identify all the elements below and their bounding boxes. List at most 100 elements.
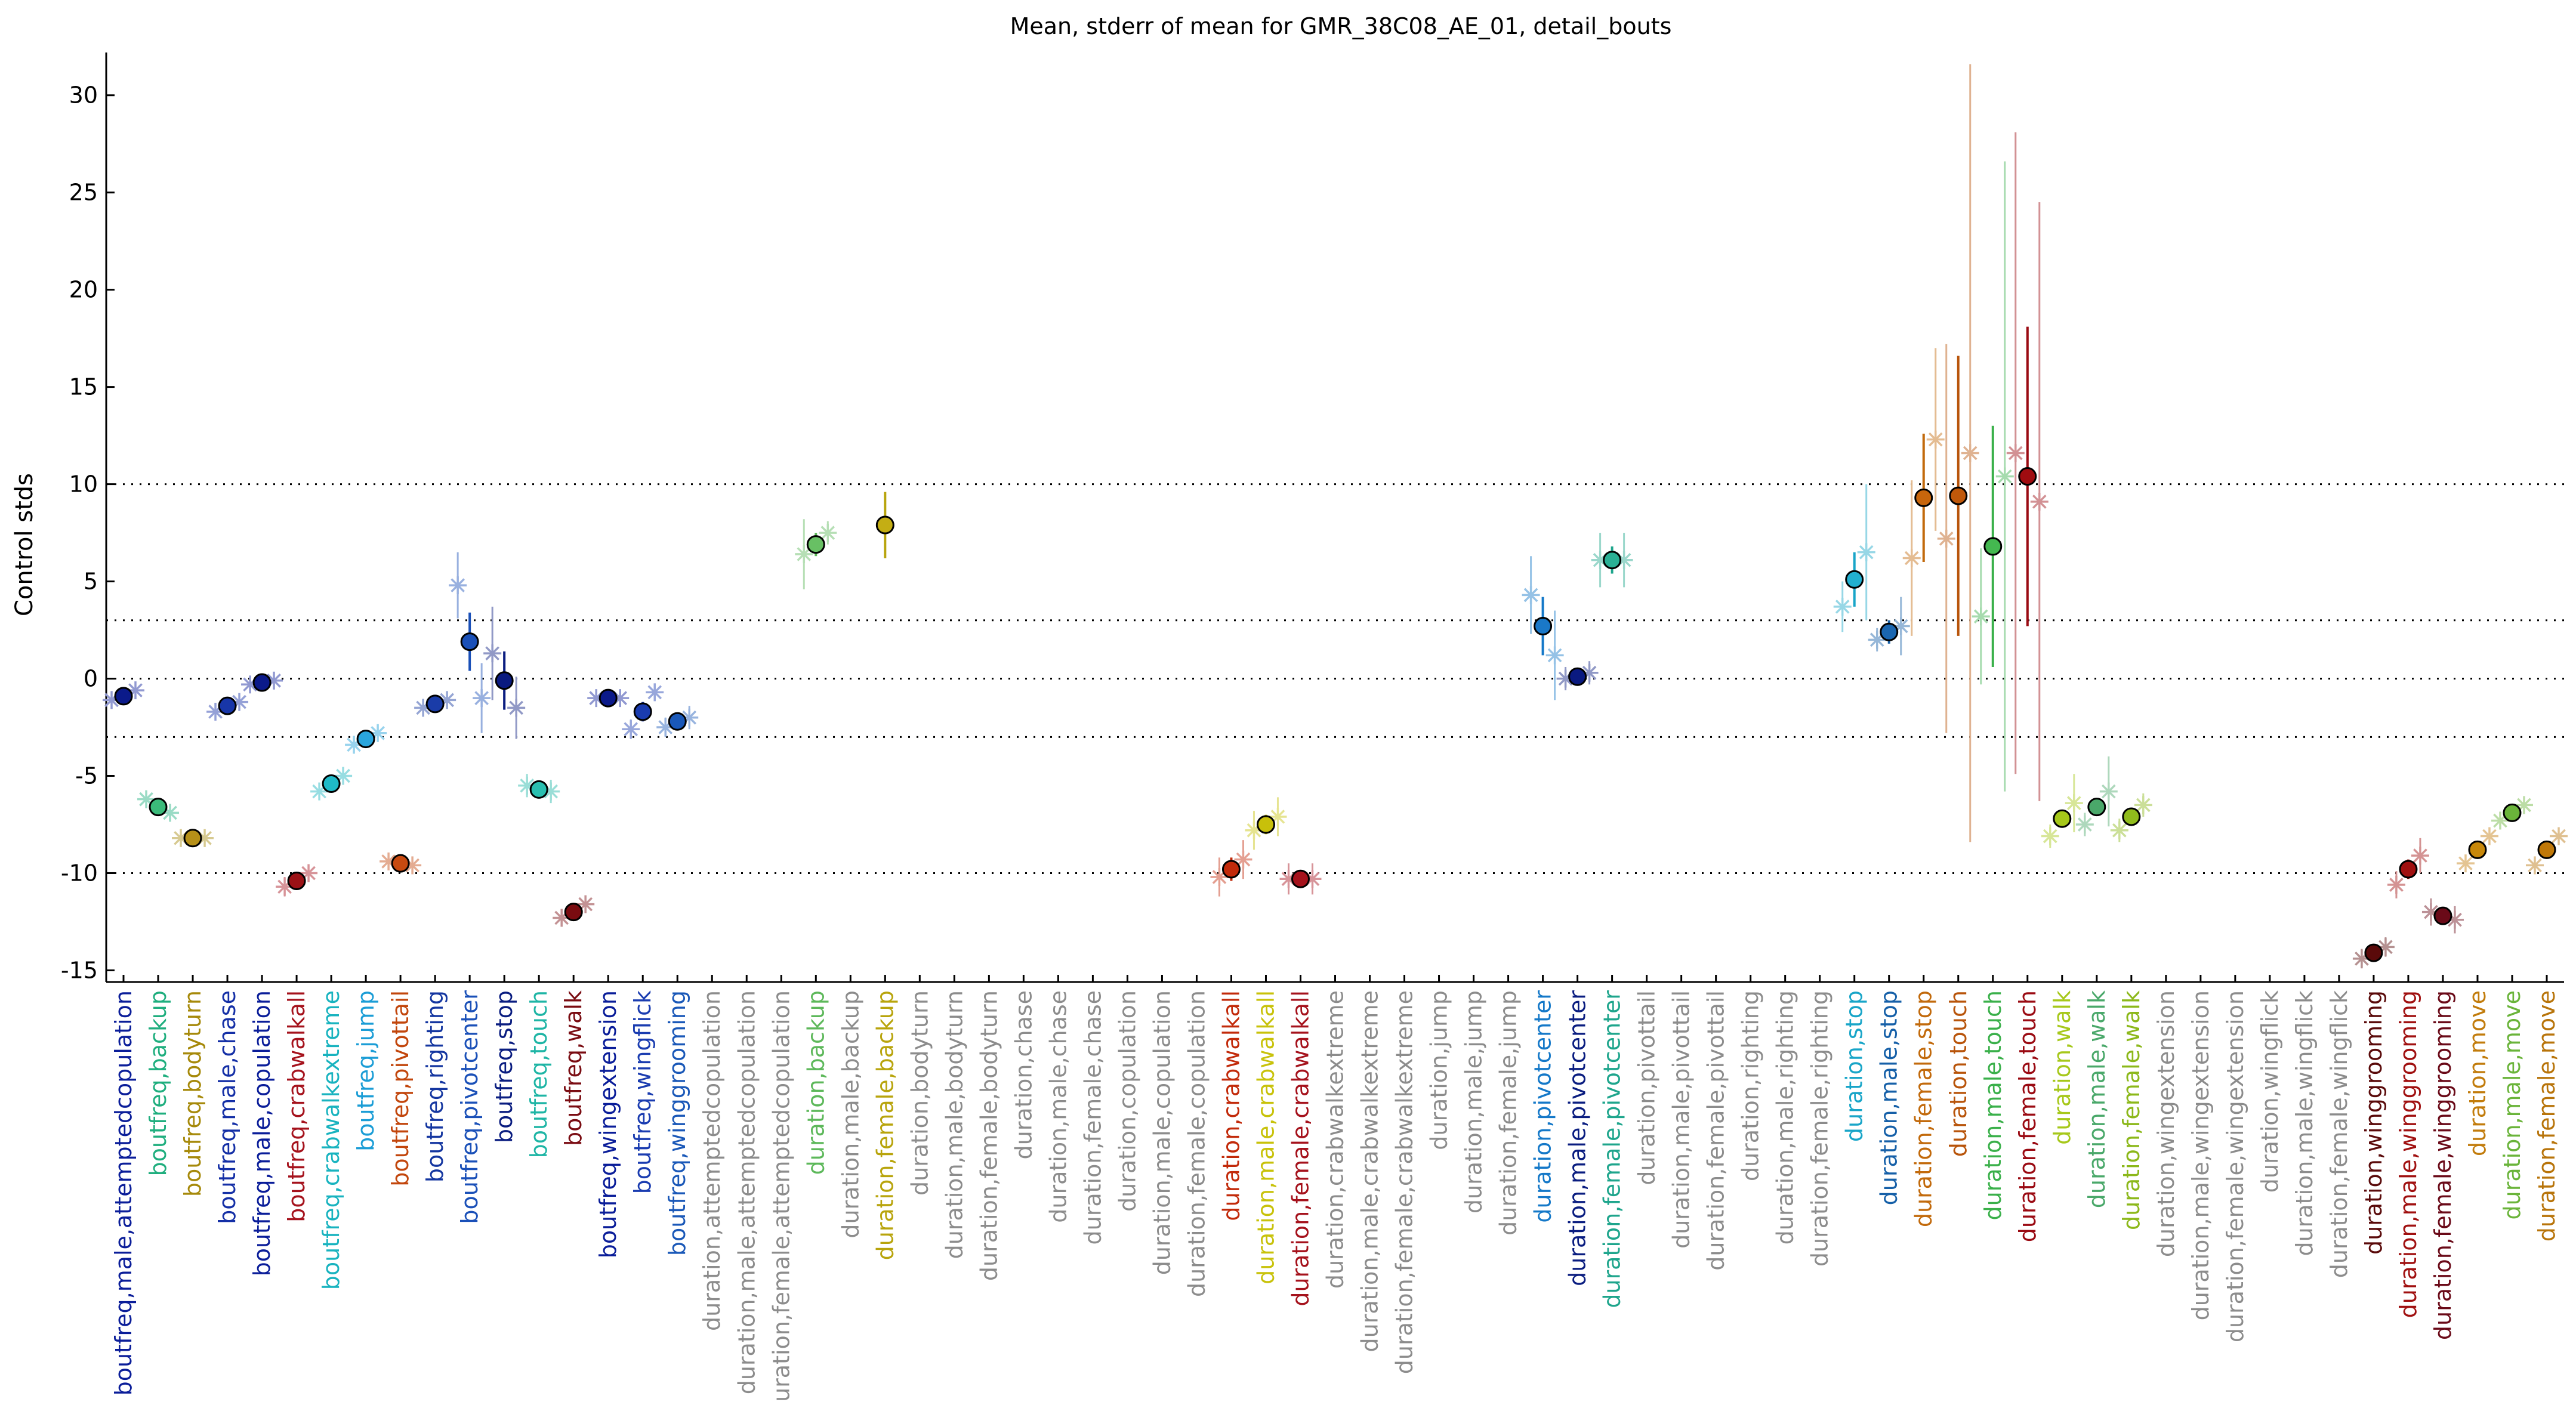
error-bars xyxy=(110,64,2560,969)
mean-marker xyxy=(1914,488,1933,507)
axes xyxy=(105,53,2564,983)
mean-marker xyxy=(1949,486,1968,505)
sub-marker-stroke xyxy=(2112,823,2127,838)
x-tick-label: duration,male,righting xyxy=(1772,990,1798,1244)
x-tick-label: duration,male,jump xyxy=(1461,990,1487,1213)
y-axis-label: Control stds xyxy=(11,473,38,616)
mean-marker xyxy=(495,671,514,690)
x-tick-label: boutfreq,male,copulation xyxy=(249,990,275,1276)
sub-marker xyxy=(2041,827,2059,845)
sub-marker-stroke xyxy=(1939,532,1954,546)
sub-marker-stroke xyxy=(2101,784,2116,799)
x-tick-label: boutfreq,wingflick xyxy=(630,990,656,1194)
sub-marker xyxy=(2006,444,2025,462)
x-tick-label: duration,female,winggrooming xyxy=(2430,990,2456,1340)
sub-marker-stroke xyxy=(544,784,559,799)
sub-marker-stroke xyxy=(485,646,500,661)
x-tick-label: boutfreq,righting xyxy=(422,990,448,1182)
x-tick-label: duration,male,copulation xyxy=(1149,990,1175,1275)
x-tick-label: duration,winggrooming xyxy=(2361,990,2387,1255)
x-tick-label: boutfreq,jump xyxy=(353,990,379,1151)
sub-marker-stroke xyxy=(1547,648,1562,663)
mean-marker xyxy=(1256,815,1275,834)
x-tick-label: duration,backup xyxy=(803,990,829,1175)
mean-marker xyxy=(2087,798,2106,817)
mean-marker xyxy=(322,774,341,793)
sub-marker-stroke xyxy=(2413,848,2427,863)
mean-marker xyxy=(2364,943,2383,962)
sub-marker-stroke xyxy=(2032,495,2047,509)
x-tick-label: duration,jump xyxy=(1426,990,1452,1150)
x-tick-label: duration,male,touch xyxy=(1980,990,2006,1221)
x-tick-label: duration,female,righting xyxy=(1807,990,1833,1267)
x-tick-label: duration,male,crabwalkextreme xyxy=(1357,990,1383,1352)
mean-marker xyxy=(529,780,548,799)
x-tick-label: duration,male,walk xyxy=(2084,990,2110,1208)
y-tick-label: -10 xyxy=(61,860,98,886)
sub-marker xyxy=(2387,876,2405,894)
sub-marker xyxy=(1926,430,1945,449)
sub-marker xyxy=(2030,492,2049,511)
sub-marker-stroke xyxy=(451,578,465,592)
x-tick-label: duration,female,wingflick xyxy=(2326,990,2352,1278)
x-tick-label: duration,touch xyxy=(1945,990,1972,1157)
x-tick-label: duration,male,crabwalkall xyxy=(1252,990,1279,1284)
sub-marker xyxy=(449,576,467,595)
mean-marker xyxy=(2433,906,2452,925)
mean-marker xyxy=(1880,622,1899,641)
x-tick-label: duration,male,wingflick xyxy=(2291,990,2318,1256)
sub-marker-stroke xyxy=(1236,852,1251,867)
sub-marker xyxy=(1972,607,1990,626)
sub-marker-stroke xyxy=(1973,609,1988,624)
sub-marker xyxy=(1937,529,1955,548)
sub-marker-stroke xyxy=(2008,446,2023,461)
sub-marker-stroke xyxy=(2077,817,2092,832)
sub-marker xyxy=(1902,549,1921,567)
mean-marker xyxy=(1603,551,1622,570)
x-tick-label: boutfreq,wingextension xyxy=(595,990,621,1258)
mean-marker xyxy=(1291,869,1310,888)
x-tick-label: duration,copulation xyxy=(1114,990,1140,1212)
sub-marker xyxy=(1234,850,1252,869)
y-tick-label: 20 xyxy=(69,277,98,303)
mean-marker xyxy=(391,854,410,873)
sub-marker xyxy=(819,524,837,542)
sub-marker xyxy=(137,790,156,808)
sub-marker-stroke xyxy=(2448,912,2462,927)
mean-marker xyxy=(668,712,687,731)
mean-marker xyxy=(875,515,894,535)
sub-marker-stroke xyxy=(1859,545,1874,560)
x-tick-label: duration,male,pivotcenter xyxy=(1565,990,1591,1286)
sub-marker xyxy=(2099,782,2118,801)
sub-marker-stroke xyxy=(474,691,489,705)
y-tick-label: 10 xyxy=(69,471,98,498)
sub-marker xyxy=(1995,467,2014,486)
sub-marker-stroke xyxy=(163,805,177,820)
sub-marker xyxy=(1857,543,1875,561)
mean-marker xyxy=(599,688,618,708)
sub-marker-stroke xyxy=(2043,829,2057,844)
mean-marker xyxy=(356,730,375,749)
x-tick-label: duration,female,jump xyxy=(1495,990,1522,1236)
mean-marker xyxy=(1534,617,1553,636)
sub-marker xyxy=(2549,827,2568,845)
y-tick-label: 15 xyxy=(69,374,98,400)
sub-marker xyxy=(2065,794,2083,813)
x-tick-label: duration,stop xyxy=(1841,990,1868,1142)
x-tick-label: boutfreq,winggrooming xyxy=(664,990,690,1256)
x-tick-label: duration,female,bodyturn xyxy=(976,990,1002,1281)
mean-marker xyxy=(2468,840,2487,859)
sub-marker-stroke xyxy=(2528,858,2542,873)
x-tick-label: duration,female,wingextension xyxy=(2222,990,2248,1342)
sub-marker-stroke xyxy=(797,547,812,561)
sub-marker-stroke xyxy=(2066,796,2081,810)
mean-marker xyxy=(1845,570,1864,589)
x-tick-label: duration,male,chase xyxy=(1045,990,1071,1223)
y-tick-label: 30 xyxy=(69,82,98,109)
sub-marker xyxy=(795,545,813,563)
x-tick-label: boutfreq,walk xyxy=(560,990,587,1146)
mean-marker xyxy=(460,632,479,651)
x-tick-label: boutfreq,crabwalkall xyxy=(283,990,310,1222)
mean-marker xyxy=(252,673,272,692)
sub-marker xyxy=(622,720,640,739)
